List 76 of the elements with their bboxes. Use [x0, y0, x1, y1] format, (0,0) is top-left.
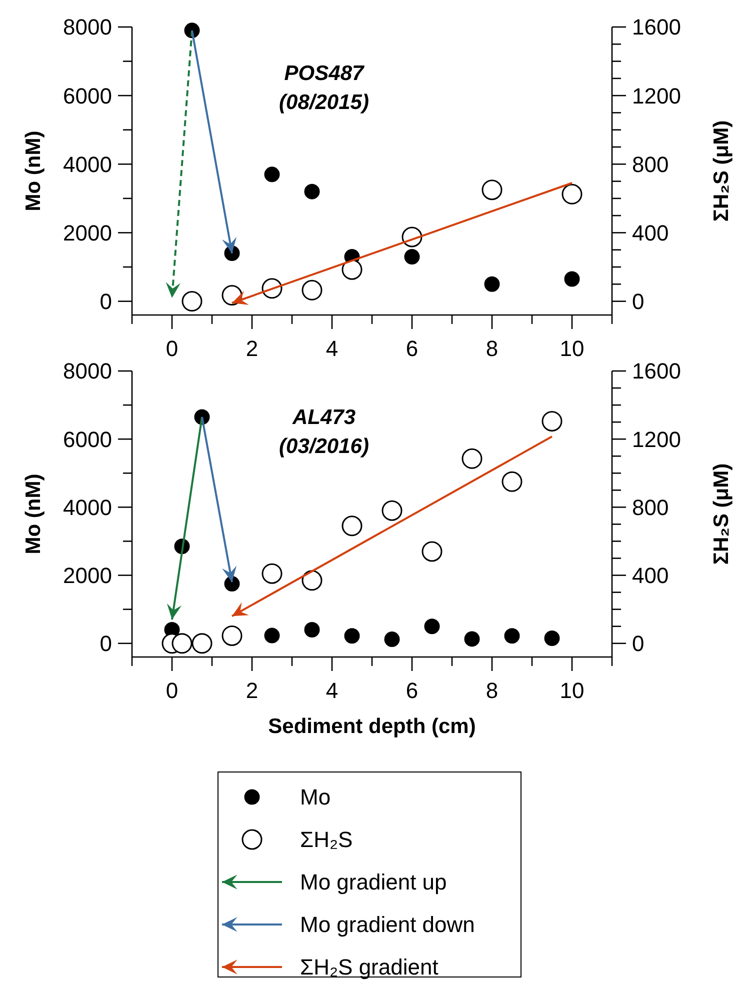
point [504, 628, 520, 644]
x-axis-title: Sediment depth (cm) [268, 715, 476, 738]
y2-tick-label: 800 [632, 494, 669, 520]
point [262, 563, 282, 584]
point [172, 633, 192, 654]
y2-tick-label: 1200 [632, 426, 681, 452]
y-tick-label: 2000 [63, 562, 112, 588]
x-tick-label: 8 [486, 678, 498, 703]
point [224, 576, 240, 592]
text: AL473 [291, 406, 356, 429]
point [384, 632, 400, 648]
point [264, 166, 280, 182]
y2-tick-label: 0 [632, 288, 644, 314]
text: POS487 [284, 62, 366, 85]
legend-label: ΣH₂S gradient [300, 954, 438, 980]
y2-axis-title: ΣH₂S (μM) [710, 120, 733, 222]
text: (08/2015) [279, 91, 369, 114]
point [482, 180, 502, 200]
legend-label: Mo gradient up [300, 870, 447, 895]
x-tick-label: 10 [560, 336, 584, 361]
y2-tick-label: 1600 [632, 14, 681, 40]
y-tick-label: 6000 [63, 426, 112, 452]
legend-label: Mo gradient down [300, 912, 475, 938]
y-tick-label: 0 [100, 631, 112, 656]
point [342, 259, 362, 280]
x-tick-label: 2 [246, 678, 258, 703]
x-tick-label: 0 [166, 678, 178, 703]
point [462, 448, 482, 469]
point [264, 628, 280, 644]
point [192, 633, 212, 654]
x-tick-label: 10 [560, 678, 584, 703]
y-tick-label: 0 [100, 288, 112, 314]
point [542, 410, 562, 432]
point [304, 184, 320, 200]
y2-tick-label: 400 [632, 562, 669, 588]
y-tick-label: 8000 [63, 14, 112, 40]
x-tick-label: 6 [406, 336, 418, 361]
y2-tick-label: 800 [632, 152, 669, 177]
y2-tick-label: 400 [632, 220, 669, 246]
point [564, 271, 580, 287]
point [342, 516, 362, 536]
point [344, 628, 360, 644]
y2-tick-label: 0 [632, 631, 644, 656]
y-axis-title: Mo (nM) [22, 130, 45, 212]
point [424, 618, 440, 634]
point [222, 625, 242, 646]
point [302, 570, 322, 591]
y-tick-label: 2000 [63, 220, 112, 246]
x-tick-label: 4 [326, 678, 338, 703]
x-tick-label: 0 [166, 336, 178, 361]
x-tick-label: 6 [406, 678, 418, 703]
point [464, 631, 480, 647]
point [422, 541, 442, 562]
point [382, 500, 402, 521]
legend-label: Mo [300, 784, 331, 810]
y-axis-title: Mo (nM) [22, 474, 45, 554]
legend-label: ΣH₂S [300, 827, 353, 852]
y-tick-label: 8000 [63, 358, 112, 384]
point [304, 622, 320, 638]
text: (03/2016) [279, 435, 369, 458]
x-tick-label: 4 [326, 336, 338, 361]
y2-tick-label: 1600 [632, 358, 681, 384]
point [544, 630, 560, 646]
point [502, 471, 522, 492]
x-tick-label: 8 [486, 336, 498, 361]
x-tick-label: 2 [246, 336, 258, 361]
point [182, 291, 202, 312]
point [484, 276, 500, 292]
point [404, 248, 420, 264]
y-tick-label: 4000 [63, 494, 112, 520]
y2-tick-label: 1200 [632, 83, 681, 108]
point [562, 184, 582, 204]
y2-axis-title: ΣH₂S (μM) [710, 463, 733, 565]
y-tick-label: 6000 [63, 83, 112, 108]
point [302, 280, 322, 300]
y-tick-label: 4000 [63, 152, 112, 177]
